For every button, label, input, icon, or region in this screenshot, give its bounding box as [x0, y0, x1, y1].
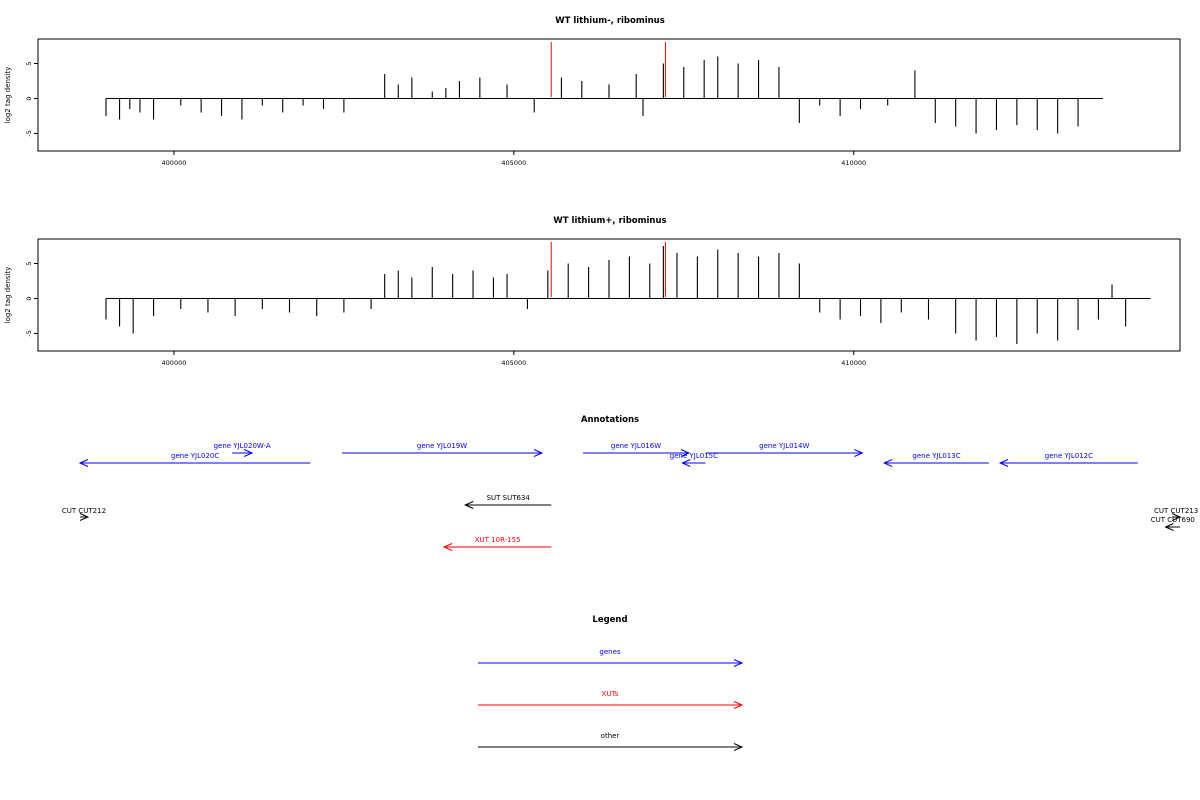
arrowhead — [533, 449, 544, 457]
annotation-feature: gene YJL013C — [882, 452, 989, 467]
arrowhead — [463, 501, 474, 509]
bar-series — [105, 246, 1151, 344]
arrowhead — [733, 701, 744, 709]
marker-lines — [550, 42, 666, 97]
annotation-feature: gene YJL019W — [342, 442, 544, 457]
legend-item: XUTs — [478, 690, 744, 709]
legend-label: XUTs — [602, 690, 619, 698]
y-axis: -5 0 5 — [25, 261, 38, 337]
chart-title: WT lithium+, ribominus — [553, 216, 666, 226]
annotation-feature: gene YJL015C — [670, 452, 718, 467]
y-tick-label: -5 — [25, 130, 33, 136]
y-tick-label: 0 — [25, 296, 33, 300]
y-axis-label: log2 tag density — [4, 67, 12, 124]
chart-title: WT lithium-, ribominus — [555, 16, 665, 26]
x-tick-label: 410000 — [841, 359, 866, 367]
arrowhead — [442, 543, 453, 551]
annotation-items: gene YJL020W-A gene YJL020C gene YJL019W ge… — [62, 442, 1198, 551]
annotation-label: gene YJL020W-A — [214, 442, 271, 450]
plot-frame — [37, 38, 1181, 152]
x-tick-label: 410000 — [841, 159, 866, 167]
arrowhead — [1171, 513, 1182, 521]
arrowhead — [733, 659, 744, 667]
arrowhead — [78, 459, 89, 467]
annotation-label: gene YJL014W — [759, 442, 809, 450]
annotations-title: Annotations — [581, 415, 639, 425]
arrowhead — [998, 459, 1009, 467]
y-tick-label: 5 — [25, 261, 33, 265]
legend-title: Legend — [592, 615, 627, 625]
arrowhead — [680, 449, 691, 457]
annotation-label: gene YJL015C — [670, 452, 718, 460]
x-tick-label: 400000 — [162, 359, 187, 367]
y-axis-label: log2 tag density — [4, 267, 12, 324]
chart-panel-lithium-plus: WT lithium+, ribominus log2 tag density … — [4, 216, 1181, 367]
annotation-label: gene YJL020C — [171, 452, 219, 460]
arrowhead — [854, 449, 864, 457]
annotation-label: CUT CUT212 — [62, 507, 106, 515]
annotation-feature: XUT 10R-155 — [442, 536, 552, 551]
legend-item: other — [478, 732, 744, 751]
arrowhead — [1164, 523, 1174, 531]
annotation-label: gene YJL012C — [1045, 452, 1093, 460]
arrowhead — [733, 743, 744, 751]
legend: Legend genes XUTs other — [478, 615, 744, 751]
arrowhead — [243, 449, 254, 457]
annotation-feature: CUT CUT690 — [1151, 516, 1195, 531]
annotation-feature: gene YJL020W-A — [214, 442, 271, 457]
annotation-feature: gene YJL016W — [583, 442, 691, 457]
y-tick-label: 5 — [25, 61, 33, 65]
annotation-label: SUT SUT634 — [487, 494, 531, 502]
annotation-label: gene YJL016W — [611, 442, 661, 450]
x-tick-label: 405000 — [501, 159, 526, 167]
annotation-label: gene YJL019W — [417, 442, 467, 450]
arrowhead — [79, 513, 90, 521]
chart-panel-lithium-minus: WT lithium-, ribominus log2 tag density … — [4, 16, 1181, 167]
legend-label: genes — [599, 648, 620, 656]
x-tick-label: 405000 — [501, 359, 526, 367]
legend-label: other — [601, 732, 620, 740]
arrowhead — [681, 459, 691, 467]
x-tick-label: 400000 — [162, 159, 187, 167]
y-axis: -5 0 5 — [25, 61, 38, 137]
annotation-label: gene YJL013C — [912, 452, 960, 460]
annotation-feature: CUT CUT212 — [62, 507, 106, 521]
bar-series — [105, 56, 1104, 134]
annotation-feature: gene YJL014W — [706, 442, 864, 457]
annotation-feature: gene YJL012C — [998, 452, 1138, 467]
y-tick-label: 0 — [25, 96, 33, 100]
arrowhead — [882, 459, 893, 467]
annotation-label: CUT CUT690 — [1151, 516, 1195, 524]
marker-lines — [550, 242, 666, 297]
x-axis: 400000 405000 410000 — [162, 351, 866, 367]
annotation-feature: gene YJL020C — [78, 452, 311, 467]
annotation-label: CUT CUT213 — [1154, 507, 1198, 515]
legend-items: genes XUTs other — [478, 648, 744, 751]
annotation-feature: SUT SUT634 — [463, 494, 552, 509]
annotation-label: XUT 10R-155 — [475, 536, 521, 544]
plot-frame — [37, 238, 1181, 352]
y-tick-label: -5 — [25, 330, 33, 336]
legend-item: genes — [478, 648, 744, 667]
x-axis: 400000 405000 410000 — [162, 151, 866, 167]
annotation-feature: CUT CUT213 — [1154, 507, 1198, 521]
